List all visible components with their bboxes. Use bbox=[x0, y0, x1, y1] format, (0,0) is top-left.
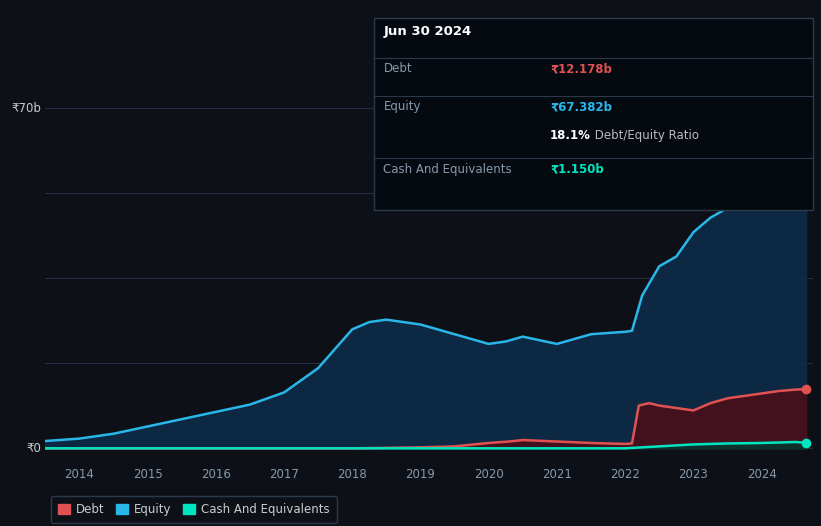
Text: ₹12.178b: ₹12.178b bbox=[550, 62, 612, 75]
Text: ₹0: ₹0 bbox=[26, 442, 41, 455]
Legend: Debt, Equity, Cash And Equivalents: Debt, Equity, Cash And Equivalents bbox=[51, 496, 337, 523]
Text: Jun 30 2024: Jun 30 2024 bbox=[383, 25, 471, 38]
Text: Debt/Equity Ratio: Debt/Equity Ratio bbox=[591, 129, 699, 143]
Text: Equity: Equity bbox=[383, 100, 421, 114]
Text: ₹1.150b: ₹1.150b bbox=[550, 163, 603, 176]
Text: ₹70b: ₹70b bbox=[11, 102, 41, 115]
Text: ₹67.382b: ₹67.382b bbox=[550, 100, 612, 114]
Text: Debt: Debt bbox=[383, 62, 412, 75]
Text: Cash And Equivalents: Cash And Equivalents bbox=[383, 163, 512, 176]
Text: 18.1%: 18.1% bbox=[550, 129, 591, 143]
